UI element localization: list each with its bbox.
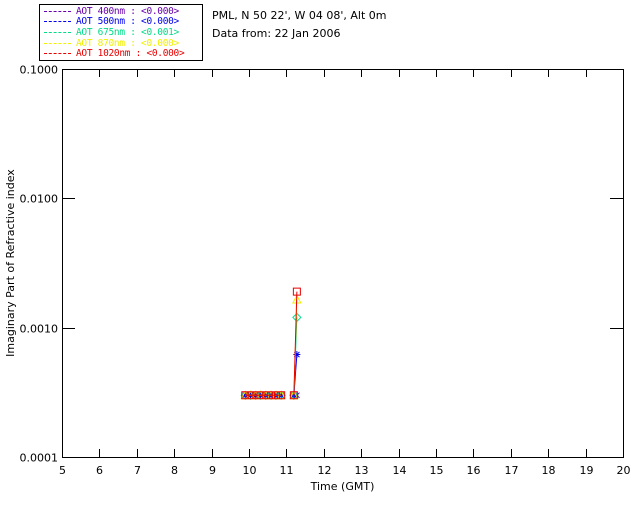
y-tick-label: 0.0100	[20, 193, 59, 206]
x-tick-label: 20	[617, 464, 631, 477]
x-tick-label: 13	[355, 464, 369, 477]
legend-dash-line	[44, 53, 71, 55]
x-tick-label: 7	[134, 464, 141, 477]
legend-item: AOT 500nm : <0.000>	[44, 16, 202, 28]
x-axis-ticks	[62, 69, 624, 457]
x-axis-title: Time (GMT)	[310, 480, 375, 493]
x-tick-label: 19	[580, 464, 594, 477]
x-tick-label: 10	[243, 464, 257, 477]
x-tick-label: 11	[280, 464, 294, 477]
y-tick-label: 0.1000	[20, 64, 59, 77]
legend-item: AOT 870nm : <0.000>	[44, 37, 202, 49]
y-axis-tick-labels: 0.1000 0.0100 0.0010 0.0001	[20, 64, 59, 465]
x-tick-label: 6	[96, 464, 103, 477]
legend-dash-line	[44, 10, 71, 12]
x-axis-tick-labels: 5 6 7 8 9 10 11 12 13 14 15 16 17 18 19 20	[59, 464, 631, 477]
x-tick-label: 18	[542, 464, 556, 477]
site-location-text: PML, N 50 22', W 04 08', Alt 0m	[212, 9, 387, 22]
plot-frame	[62, 69, 624, 458]
header-block: PML, N 50 22', W 04 08', Alt 0m Data fro…	[212, 7, 386, 43]
legend-dash-line	[44, 21, 71, 23]
y-tick-label: 0.0001	[20, 452, 59, 465]
legend-item-label: AOT 1020nm : <0.000>	[76, 48, 185, 60]
y-axis-ticks	[62, 69, 623, 458]
x-tick-label: 12	[318, 464, 332, 477]
legend-box: AOT 400nm : <0.000> AOT 500nm : <0.000> AO…	[39, 4, 203, 61]
legend-item: AOT 675nm : <0.001>	[44, 26, 202, 38]
y-tick-label: 0.0010	[20, 323, 59, 336]
legend-item-label: AOT 500nm : <0.000>	[76, 16, 179, 28]
x-tick-label: 17	[505, 464, 519, 477]
x-tick-label: 9	[209, 464, 216, 477]
series-aot-675nm	[240, 312, 302, 400]
series-aot-870nm	[240, 294, 302, 400]
x-tick-label: 16	[467, 464, 481, 477]
series-line	[293, 291, 298, 396]
legend-item: AOT 400nm : <0.000>	[44, 5, 202, 17]
x-tick-label: 15	[430, 464, 444, 477]
legend-dash-line	[44, 31, 71, 33]
series-markers	[241, 391, 286, 400]
data-date-text: Data from: 22 Jan 2006	[212, 27, 341, 40]
legend-item-label: AOT 870nm : <0.000>	[76, 37, 179, 49]
x-tick-label: 5	[59, 464, 66, 477]
legend-item: AOT 1020nm : <0.000>	[44, 48, 202, 60]
series-markers	[289, 287, 301, 400]
legend-item-label: AOT 400nm : <0.000>	[76, 5, 179, 17]
legend-item-label: AOT 675nm : <0.001>	[76, 26, 179, 38]
y-axis-title: Imaginary Part of Refractive index	[4, 169, 17, 357]
x-tick-label: 8	[171, 464, 178, 477]
series-aot-1020nm	[241, 287, 301, 400]
x-tick-label: 14	[393, 464, 407, 477]
legend-dash-line	[44, 42, 71, 44]
